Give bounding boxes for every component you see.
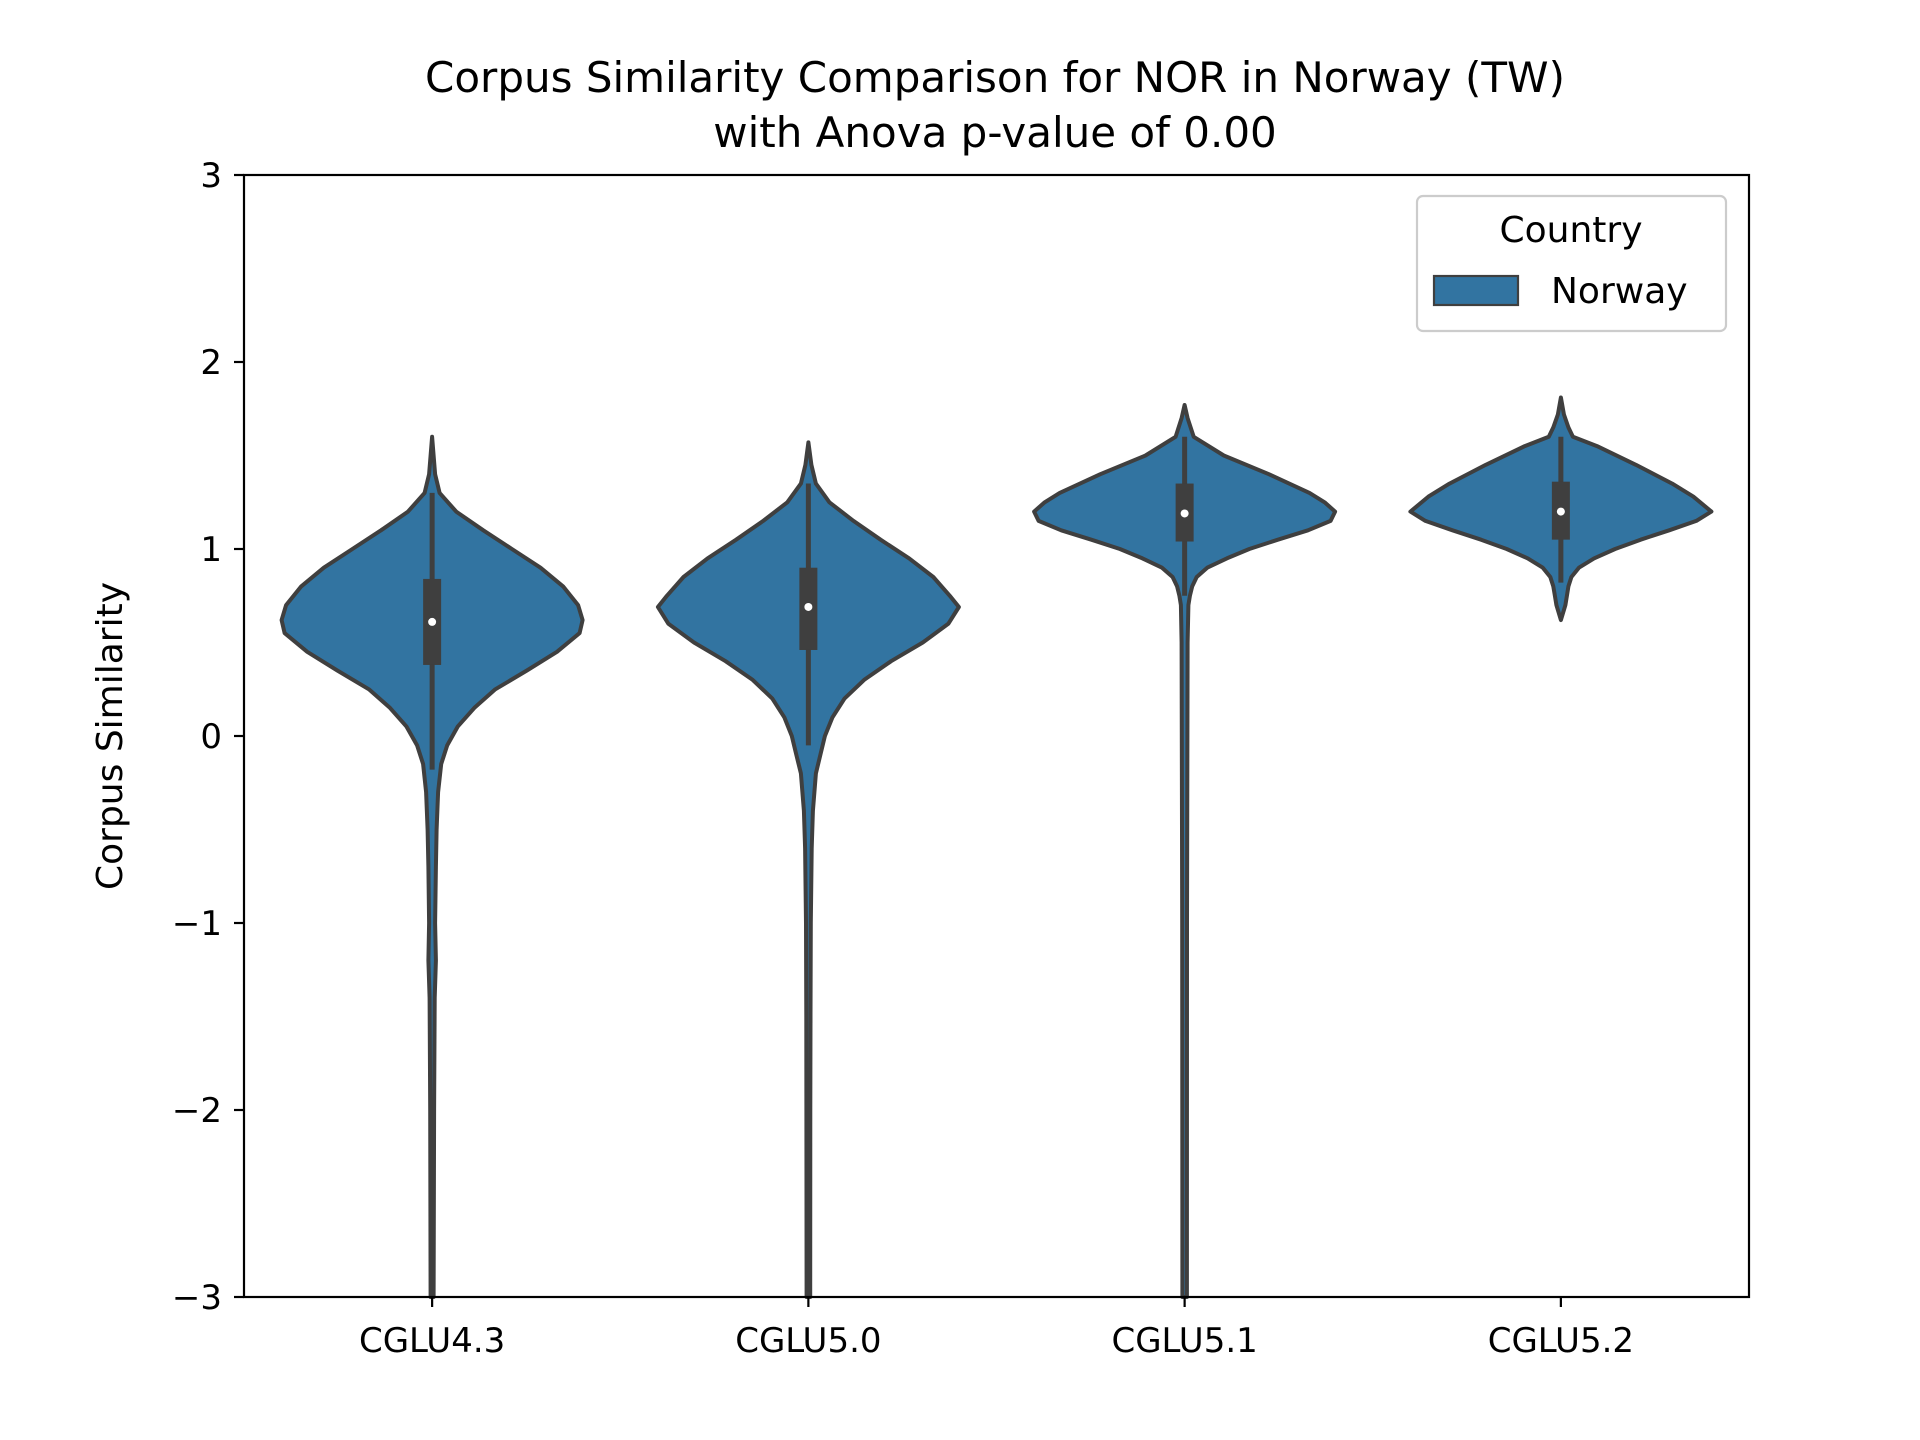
- y-tick-label-1: −2: [172, 1091, 222, 1131]
- x-tick-label-cglu5-2: CGLU5.2: [1488, 1321, 1634, 1361]
- chart-title-line2: with Anova p-value of 0.00: [713, 108, 1277, 157]
- median-point-cglu4-3: [428, 617, 437, 626]
- x-tick-label-cglu5-0: CGLU5.0: [735, 1321, 881, 1361]
- median-point-cglu5-2: [1556, 507, 1565, 516]
- y-tick-label-3: 0: [200, 717, 222, 757]
- y-tick-label-5: 2: [200, 343, 222, 383]
- plot-area: [279, 395, 1714, 1299]
- x-tick-label-cglu5-1: CGLU5.1: [1111, 1321, 1257, 1361]
- x-axis: CGLU4.3 CGLU5.0 CGLU5.1 CGLU5.2: [359, 1297, 1634, 1361]
- legend-title: Country: [1499, 210, 1642, 251]
- y-tick-label-0: −3: [172, 1278, 222, 1318]
- axes-frame: [242, 173, 1751, 1299]
- y-axis: −3 −2 −1 0 1 2 3: [172, 156, 244, 1318]
- chart-title-line1: Corpus Similarity Comparison for NOR in …: [425, 53, 1565, 102]
- x-tick-label-cglu4-3: CGLU4.3: [359, 1321, 505, 1361]
- legend: Country Norway: [1415, 194, 1728, 333]
- median-point-cglu5-0: [804, 602, 813, 611]
- y-axis-label: Corpus Similarity: [90, 582, 131, 890]
- median-point-cglu5-1: [1180, 509, 1189, 518]
- legend-label-norway: Norway: [1551, 271, 1688, 312]
- legend-swatch-norway: [1432, 274, 1520, 307]
- y-tick-label-2: −1: [172, 904, 222, 944]
- y-tick-label-4: 1: [200, 530, 222, 570]
- y-tick-label-6: 3: [200, 156, 222, 196]
